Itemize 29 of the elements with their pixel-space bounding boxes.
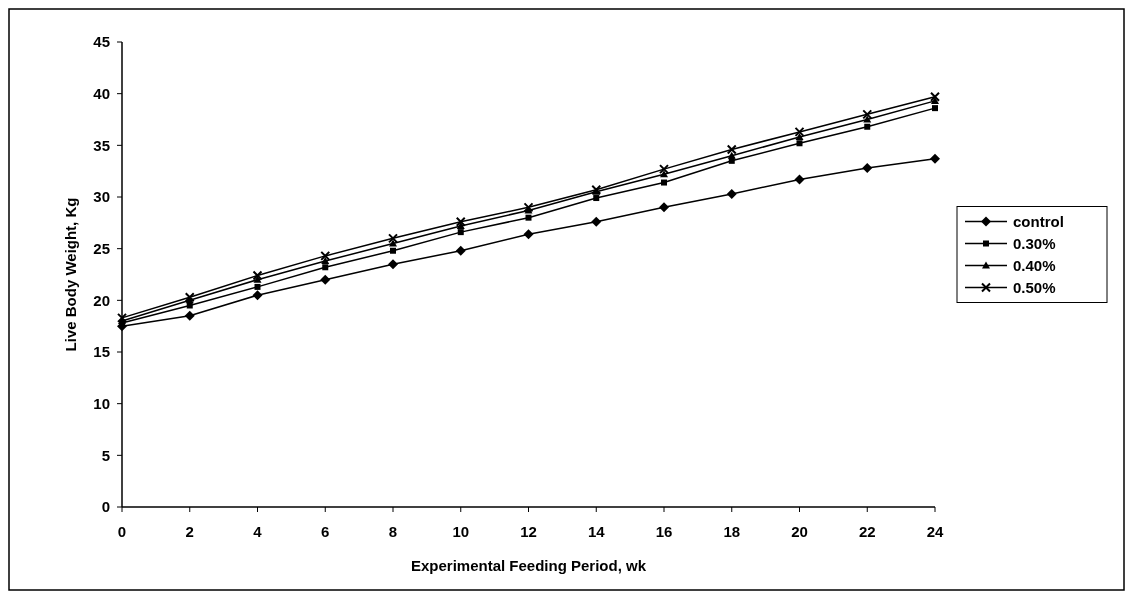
legend-label: control (1013, 212, 1064, 230)
x-axis-title: Experimental Feeding Period, wk (410, 557, 647, 574)
y-tick-label: 15 (93, 343, 110, 361)
legend-label: 0.30% (1013, 234, 1056, 252)
x-tick-label: 20 (791, 523, 808, 540)
x-tick-label: 6 (321, 523, 330, 540)
x-tick-label: 24 (926, 523, 944, 540)
x-tick-label: 22 (858, 523, 876, 540)
x-tick-label: 16 (655, 523, 673, 540)
y-axis-title: Live Body Weight, Kg (62, 197, 79, 352)
x-tick-label: 8 (388, 523, 398, 540)
y-tick-label: 35 (93, 136, 110, 154)
x-tick-label: 10 (452, 523, 470, 540)
x-tick-label: 18 (723, 523, 741, 540)
x-tick-label: 12 (520, 523, 537, 540)
y-tick-label: 5 (101, 446, 110, 464)
x-tick-label: 4 (253, 523, 263, 540)
y-tick-label: 45 (93, 33, 110, 51)
y-tick-label: 20 (93, 291, 110, 309)
y-tick-label: 25 (93, 239, 110, 257)
y-tick-label: 10 (93, 394, 110, 412)
legend-label: 0.50% (1013, 278, 1056, 296)
x-tick-label: 2 (185, 523, 194, 540)
x-tick-label: 14 (587, 523, 606, 540)
y-tick-label: 30 (93, 188, 110, 206)
y-tick-label: 0 (101, 498, 110, 516)
legend-label: 0.40% (1013, 256, 1056, 274)
y-tick-label: 40 (93, 84, 110, 102)
x-tick-label: 0 (117, 523, 127, 540)
